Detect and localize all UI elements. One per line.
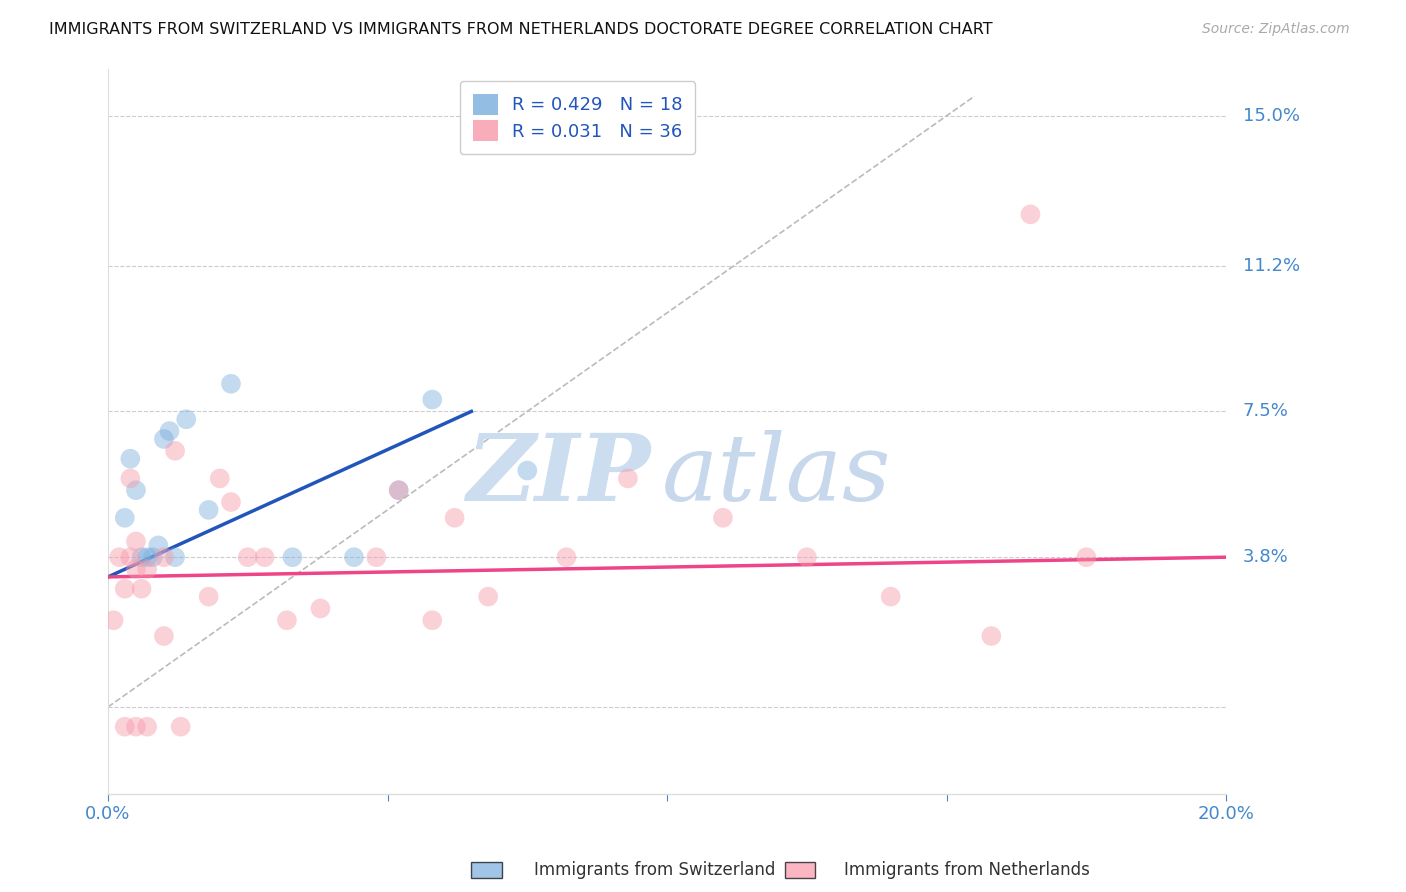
Text: IMMIGRANTS FROM SWITZERLAND VS IMMIGRANTS FROM NETHERLANDS DOCTORATE DEGREE CORR: IMMIGRANTS FROM SWITZERLAND VS IMMIGRANT… xyxy=(49,22,993,37)
Point xyxy=(366,550,388,565)
Text: ZIP: ZIP xyxy=(465,430,651,520)
Point xyxy=(281,550,304,565)
Point xyxy=(153,432,176,446)
Point xyxy=(148,538,170,552)
Point xyxy=(108,550,131,565)
Text: Immigrants from Switzerland: Immigrants from Switzerland xyxy=(534,861,776,879)
Text: Immigrants from Netherlands: Immigrants from Netherlands xyxy=(844,861,1090,879)
Point xyxy=(343,550,366,565)
Point xyxy=(309,601,332,615)
Point xyxy=(477,590,499,604)
Point xyxy=(136,562,159,576)
Point xyxy=(276,613,298,627)
Point xyxy=(136,720,159,734)
Text: Source: ZipAtlas.com: Source: ZipAtlas.com xyxy=(1202,22,1350,37)
Point xyxy=(169,720,191,734)
Point xyxy=(125,483,148,498)
Point xyxy=(197,590,219,604)
Legend: R = 0.429   N = 18, R = 0.031   N = 36: R = 0.429 N = 18, R = 0.031 N = 36 xyxy=(460,81,696,153)
Point xyxy=(159,424,181,438)
Point xyxy=(236,550,259,565)
Point xyxy=(388,483,411,498)
Point xyxy=(142,550,165,565)
Point xyxy=(443,510,465,524)
Point xyxy=(153,550,176,565)
Point xyxy=(114,582,136,596)
Point xyxy=(131,582,153,596)
Point xyxy=(165,550,187,565)
Point xyxy=(617,471,640,485)
Point xyxy=(120,550,142,565)
Point xyxy=(980,629,1002,643)
Point xyxy=(114,510,136,524)
Point xyxy=(208,471,231,485)
Point xyxy=(1076,550,1098,565)
Point xyxy=(388,483,411,498)
Point xyxy=(120,471,142,485)
Point xyxy=(125,562,148,576)
Text: 11.2%: 11.2% xyxy=(1243,257,1301,275)
Point xyxy=(197,503,219,517)
Point xyxy=(219,495,242,509)
Point xyxy=(555,550,578,565)
Point xyxy=(153,629,176,643)
Text: 3.8%: 3.8% xyxy=(1243,549,1289,566)
Point xyxy=(131,550,153,565)
Point xyxy=(516,463,538,477)
Point xyxy=(420,392,443,407)
Point xyxy=(103,613,125,627)
Point xyxy=(136,550,159,565)
Point xyxy=(174,412,197,426)
Point xyxy=(125,534,148,549)
Text: 7.5%: 7.5% xyxy=(1243,402,1289,420)
Point xyxy=(114,720,136,734)
Point xyxy=(796,550,818,565)
Text: atlas: atlas xyxy=(661,430,891,520)
Point xyxy=(125,720,148,734)
Point xyxy=(1019,207,1042,221)
Point xyxy=(165,443,187,458)
Point xyxy=(120,451,142,466)
Point xyxy=(879,590,901,604)
Point xyxy=(711,510,734,524)
Point xyxy=(253,550,276,565)
Text: 15.0%: 15.0% xyxy=(1243,107,1301,125)
Point xyxy=(219,376,242,391)
Point xyxy=(420,613,443,627)
